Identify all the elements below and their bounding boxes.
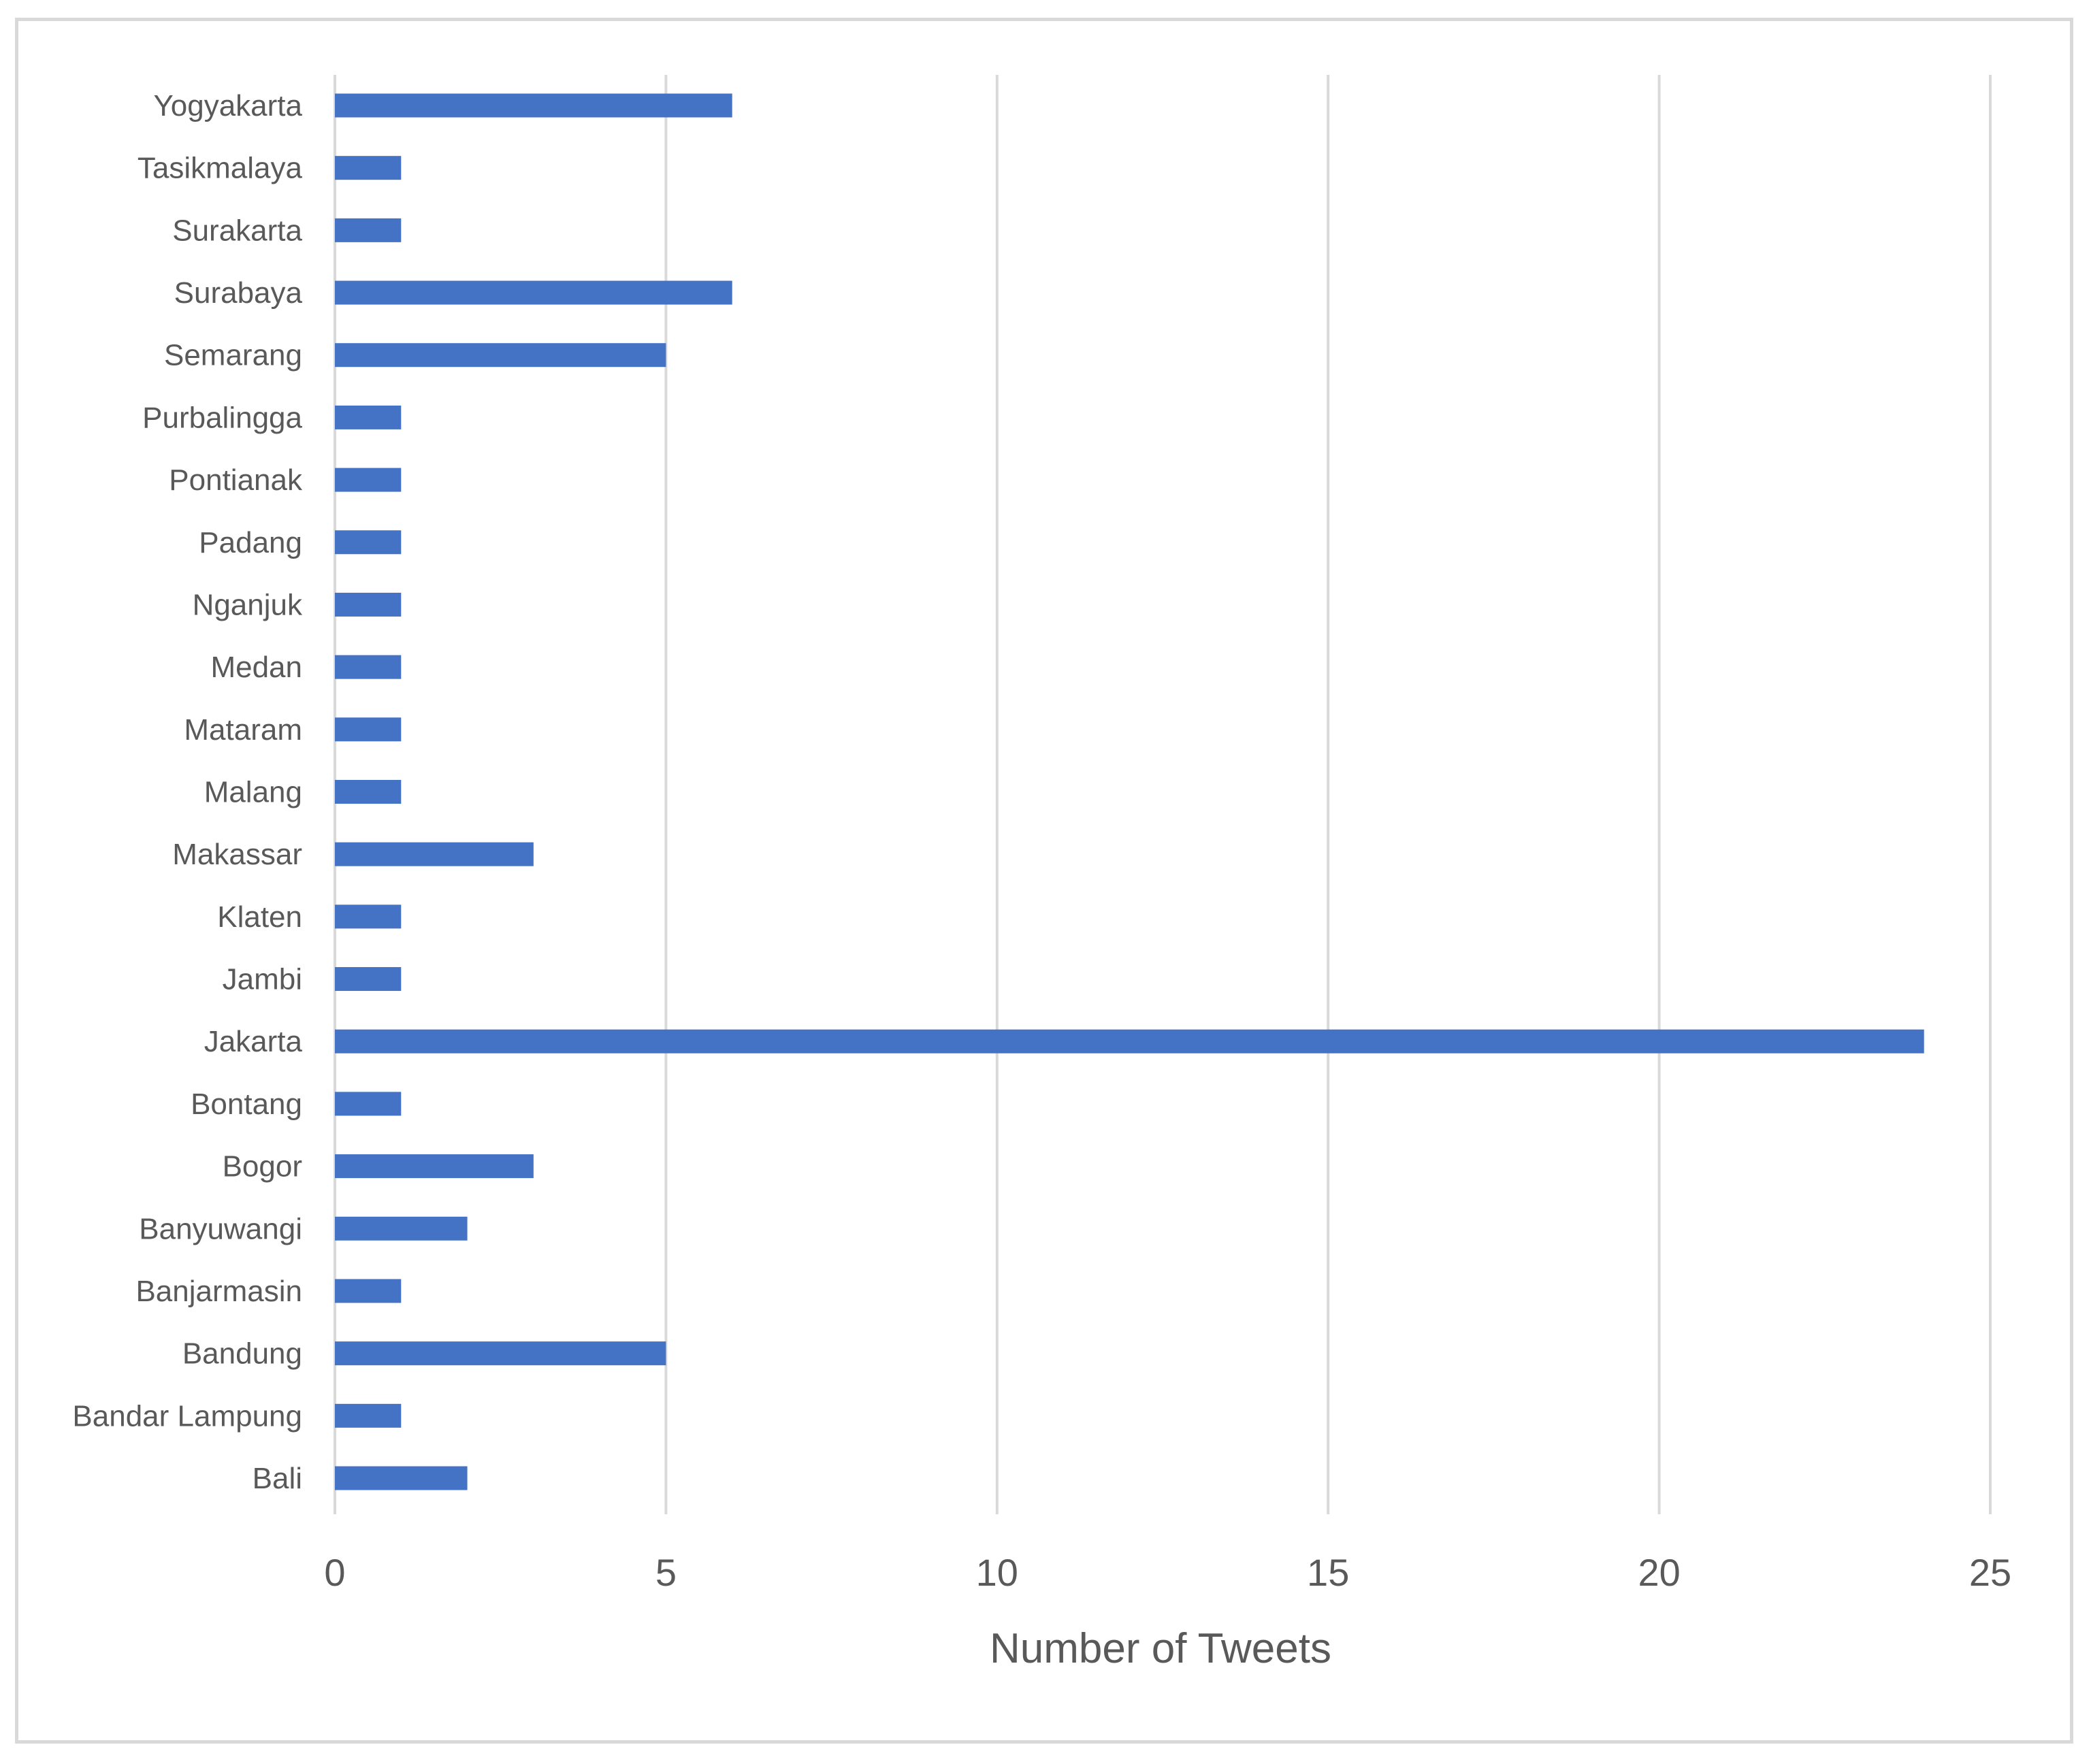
category-label-bali: Bali bbox=[253, 1462, 302, 1495]
x-tick-label-25: 25 bbox=[1969, 1551, 2011, 1594]
bar-jambi bbox=[335, 967, 402, 992]
bar-bali bbox=[335, 1466, 468, 1490]
bar-bontang bbox=[335, 1092, 402, 1116]
x-tick-label-20: 20 bbox=[1638, 1551, 1680, 1594]
bar-surakarta bbox=[335, 218, 402, 242]
category-label-nganjuk: Nganjuk bbox=[193, 588, 303, 621]
bar-bogor bbox=[335, 1154, 534, 1179]
bar-tasikmalaya bbox=[335, 156, 402, 180]
category-label-banyuwangi: Banyuwangi bbox=[139, 1212, 302, 1245]
bar-semarang bbox=[335, 343, 666, 368]
category-label-semarang: Semarang bbox=[164, 339, 302, 372]
bars bbox=[335, 93, 1924, 1490]
chart-frame bbox=[15, 18, 2073, 1744]
x-tick-label-5: 5 bbox=[655, 1551, 677, 1594]
x-tick-label-0: 0 bbox=[324, 1551, 345, 1594]
bar-mataram bbox=[335, 717, 402, 742]
category-label-tasikmalaya: Tasikmalaya bbox=[137, 152, 303, 185]
category-label-bontang: Bontang bbox=[191, 1088, 302, 1121]
bar-banjarmasin bbox=[335, 1279, 402, 1303]
bar-jakarta bbox=[335, 1029, 1924, 1054]
bar-bandar-lampung bbox=[335, 1403, 402, 1428]
bar-pontianak bbox=[335, 468, 402, 492]
bar-malang bbox=[335, 780, 402, 804]
bar-nganjuk bbox=[335, 592, 402, 617]
bar-medan bbox=[335, 655, 402, 679]
bar-klaten bbox=[335, 904, 402, 929]
x-tick-label-10: 10 bbox=[976, 1551, 1018, 1594]
category-label-mataram: Mataram bbox=[184, 713, 302, 747]
bar-yogyakarta bbox=[335, 93, 732, 118]
category-label-yogyakarta: Yogyakarta bbox=[153, 89, 302, 122]
category-label-bogor: Bogor bbox=[223, 1150, 302, 1183]
bar-purbalingga bbox=[335, 405, 402, 429]
category-label-surakarta: Surakarta bbox=[172, 214, 302, 247]
category-label-pontianak: Pontianak bbox=[169, 463, 303, 497]
category-label-purbalingga: Purbalingga bbox=[142, 401, 302, 434]
category-label-bandung: Bandung bbox=[182, 1337, 302, 1371]
bar-padang bbox=[335, 530, 402, 555]
category-label-surabaya: Surabaya bbox=[174, 276, 303, 310]
bar-makassar bbox=[335, 842, 534, 866]
x-tick-labels: 0 5 10 15 20 25 bbox=[324, 1551, 2011, 1594]
category-label-makassar: Makassar bbox=[172, 838, 302, 871]
category-label-jakarta: Jakarta bbox=[204, 1025, 303, 1058]
category-label-jambi: Jambi bbox=[223, 963, 302, 996]
category-label-padang: Padang bbox=[199, 526, 302, 559]
bar-bandung bbox=[335, 1341, 666, 1366]
category-label-malang: Malang bbox=[204, 776, 302, 809]
x-tick-label-15: 15 bbox=[1307, 1551, 1349, 1594]
category-label-medan: Medan bbox=[210, 651, 302, 684]
gridlines bbox=[334, 75, 1992, 1514]
category-label-klaten: Klaten bbox=[217, 900, 302, 934]
bar-banyuwangi bbox=[335, 1216, 468, 1241]
bar-surabaya bbox=[335, 280, 732, 305]
category-label-banjarmasin: Banjarmasin bbox=[135, 1275, 302, 1308]
category-label-bandar-lampung: Bandar Lampung bbox=[72, 1399, 302, 1433]
category-labels: Bali Bandar Lampung Bandung Banjarmasin Bany… bbox=[72, 89, 303, 1495]
x-axis-title: Number of Tweets bbox=[990, 1625, 1331, 1672]
